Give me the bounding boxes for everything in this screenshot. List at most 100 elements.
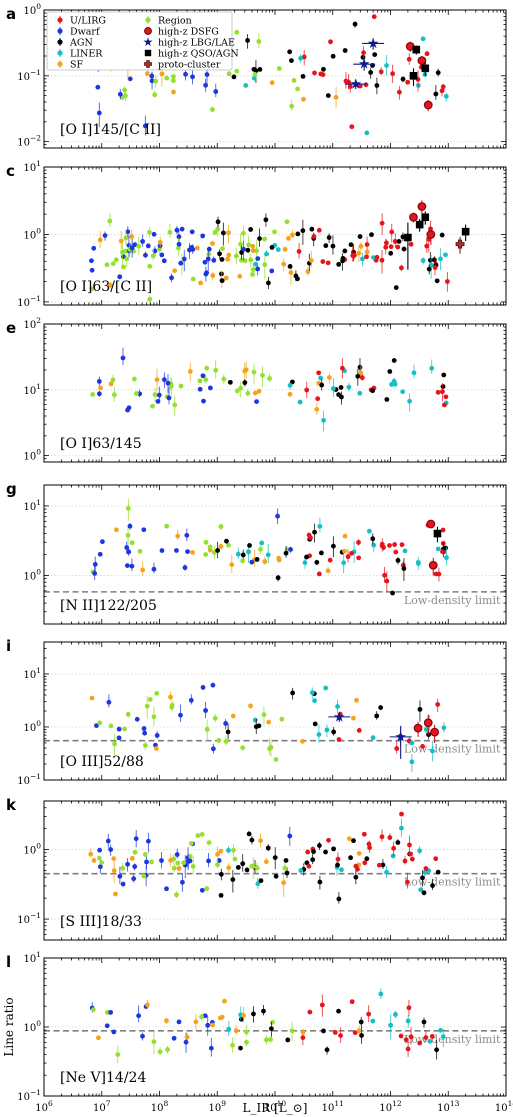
data-point xyxy=(108,381,114,387)
data-point xyxy=(203,377,209,383)
data-point xyxy=(290,232,295,238)
data-point xyxy=(215,219,221,225)
data-point xyxy=(305,849,311,855)
data-point xyxy=(342,548,347,554)
population-points-g xyxy=(90,498,449,596)
legend-label-2: AGN xyxy=(69,37,93,48)
panel-k: Low-density limit 10−1 100 k [S III]18/33 xyxy=(6,796,507,941)
panel-letter-g: g xyxy=(6,480,17,498)
data-point xyxy=(434,278,440,284)
data-point xyxy=(233,253,239,259)
data-point xyxy=(190,276,196,282)
data-point xyxy=(416,561,421,566)
data-point xyxy=(178,260,184,266)
data-point xyxy=(342,48,348,53)
data-point xyxy=(439,232,445,238)
data-point xyxy=(147,263,153,269)
data-point xyxy=(408,851,413,857)
highz-star-i-4: ★ xyxy=(389,725,412,759)
legend-entry-6: high-z DSFG xyxy=(144,26,219,37)
data-point xyxy=(390,853,396,859)
data-point xyxy=(208,1045,214,1051)
legend-marker xyxy=(57,50,63,56)
data-point xyxy=(141,527,147,533)
data-point xyxy=(225,729,231,735)
data-point xyxy=(233,1028,239,1034)
data-point xyxy=(244,867,250,873)
data-point xyxy=(430,883,435,888)
data-point xyxy=(291,78,297,83)
highz-square-a-8-marker xyxy=(409,72,418,80)
data-point xyxy=(218,871,224,877)
data-point xyxy=(401,246,407,252)
xtick-label-8: 1014 xyxy=(495,1099,513,1114)
data-point xyxy=(181,860,186,866)
data-point xyxy=(166,395,172,401)
data-point xyxy=(276,557,282,563)
data-point xyxy=(200,233,206,239)
data-point xyxy=(206,840,212,845)
data-point xyxy=(125,711,131,717)
data-point xyxy=(378,705,384,710)
data-point xyxy=(151,714,157,720)
data-point xyxy=(359,1033,364,1038)
data-point xyxy=(89,267,95,273)
data-point xyxy=(352,21,358,27)
data-point xyxy=(239,1016,244,1022)
data-point xyxy=(215,851,220,857)
data-point xyxy=(252,72,258,77)
data-point xyxy=(129,856,135,861)
data-point xyxy=(300,738,305,744)
data-point xyxy=(218,848,224,854)
data-point xyxy=(176,245,181,251)
data-point xyxy=(338,385,344,390)
legend-entry-0: U/LIRG xyxy=(57,15,106,26)
data-point xyxy=(260,372,265,378)
data-point xyxy=(126,405,132,411)
data-point xyxy=(234,68,240,74)
data-point xyxy=(174,227,180,233)
data-point xyxy=(205,256,211,262)
legend-entry-5: Region xyxy=(145,15,192,26)
data-point xyxy=(356,250,362,256)
data-point xyxy=(353,874,359,880)
data-point xyxy=(361,50,366,56)
data-point xyxy=(97,847,103,853)
data-point xyxy=(176,1019,182,1025)
highz-star-a-3-marker: ★ xyxy=(367,36,380,52)
data-point xyxy=(403,1037,409,1043)
data-point xyxy=(154,733,160,738)
data-point xyxy=(379,220,385,226)
data-point xyxy=(358,1019,364,1025)
data-point xyxy=(154,690,160,696)
data-point xyxy=(441,372,447,378)
population-points-k xyxy=(88,811,441,904)
data-point xyxy=(164,523,170,529)
ytick-label-e-0: 100 xyxy=(23,448,41,463)
data-point xyxy=(189,229,195,235)
highz-square-a-6-marker xyxy=(412,45,421,54)
data-point xyxy=(152,92,158,98)
data-point xyxy=(210,241,215,246)
data-point xyxy=(176,866,182,871)
ytick-label-a-1: 10−1 xyxy=(17,68,41,83)
data-point xyxy=(421,890,427,896)
data-point xyxy=(392,238,398,244)
data-point xyxy=(321,1028,326,1034)
data-point xyxy=(210,107,215,112)
data-point xyxy=(262,559,268,564)
data-point xyxy=(399,811,404,817)
data-point xyxy=(435,869,441,875)
data-point xyxy=(340,255,346,261)
data-point xyxy=(92,570,98,576)
data-point xyxy=(431,257,437,263)
data-point xyxy=(88,851,94,857)
data-point xyxy=(307,1009,313,1015)
data-point xyxy=(254,557,260,562)
data-point xyxy=(248,227,254,232)
highz-star-a-4-marker: ★ xyxy=(358,57,371,73)
data-point xyxy=(224,538,229,544)
data-point xyxy=(367,845,372,851)
legend-label-8: high-z QSO/AGN xyxy=(158,48,239,59)
